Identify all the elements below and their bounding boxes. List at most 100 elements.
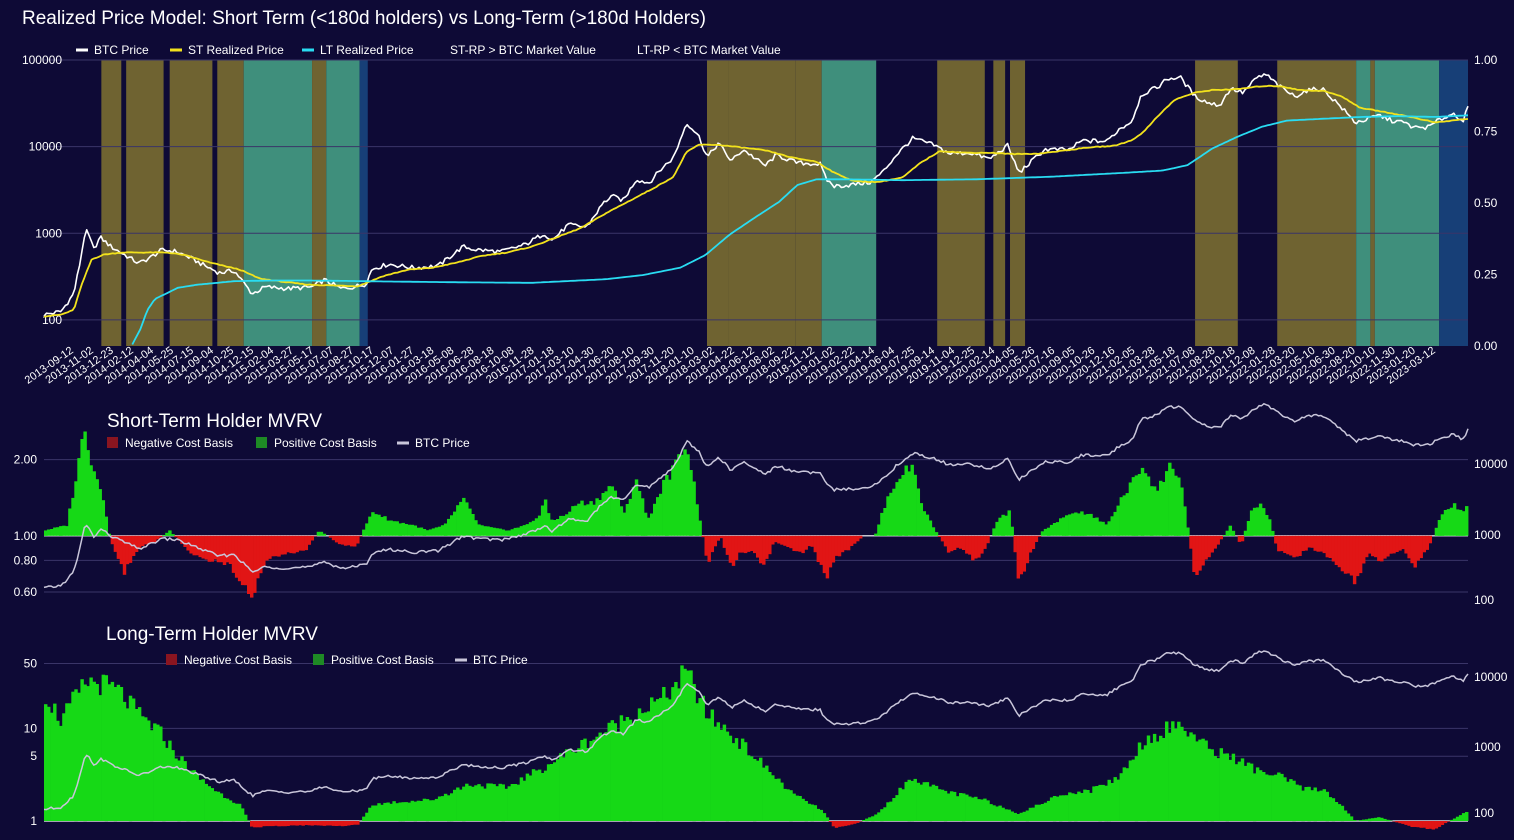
regime-band-dark-7: [359, 60, 368, 346]
st-mvrv-bar-269: [859, 535, 863, 539]
lt-mvrv-bar-427: [1337, 804, 1342, 821]
st-mvrv-bar-211: [683, 449, 687, 536]
st-mvrv-bar-227: [731, 535, 736, 566]
lt-mvrv-bar-62: [231, 802, 236, 822]
st-mvrv-bar-41: [168, 530, 172, 536]
st-mvrv-title: Short-Term Holder MVRV: [107, 411, 322, 432]
lt-mvrv-bar-258: [825, 817, 830, 821]
lt-mvrv-bar-79: [283, 821, 287, 827]
st-mvrv-bar-352: [1110, 516, 1114, 536]
st-mvrv-bar-9: [71, 497, 75, 536]
st-mvrv-bar-72: [262, 535, 266, 567]
st-mvrv-bar-425: [1331, 535, 1336, 562]
lt-mvrv-bar-351: [1107, 779, 1111, 822]
st-mvrv-y2-tick-2: 10000: [1474, 457, 1508, 471]
st-mvrv-bar-38: [159, 535, 163, 538]
st-mvrv-bar-388: [1219, 535, 1224, 540]
lt-mvrv-bar-158: [522, 780, 527, 821]
lt-mvrv-bar-276: [880, 809, 884, 822]
st-mvrv-bar-105: [362, 529, 366, 536]
st-mvrv-bar-202: [656, 497, 660, 536]
st-mvrv-bar-382: [1201, 535, 1205, 566]
lt-mvrv-bar-169: [556, 759, 560, 821]
lt-mvrv-bar-180: [589, 741, 593, 821]
st-mvrv-bar-101: [350, 535, 354, 547]
lt-mvrv-bar-455: [1422, 821, 1427, 828]
st-mvrv-bar-137: [459, 501, 463, 536]
lt-mvrv-bar-189: [616, 731, 621, 821]
main-series: [43, 73, 1469, 345]
st-mvrv-bar-249: [798, 535, 802, 552]
lt-mvrv-bar-70: [256, 821, 260, 828]
lt-mvrv-bar-127: [428, 800, 433, 821]
st-mvrv-bar-395: [1240, 535, 1245, 542]
lt-mvrv-bar-398: [1249, 763, 1254, 821]
st-mvrv-bar-346: [1092, 517, 1096, 536]
lt-mvrv-bar-446: [1395, 821, 1399, 823]
lt-mvrv-bar-347: [1095, 786, 1099, 821]
lt-mvrv-bar-418: [1310, 790, 1314, 821]
st-mvrv-bar-69: [253, 535, 257, 593]
st-mvrv-bar-0: [44, 530, 48, 536]
lt-mvrv-bar-342: [1080, 793, 1084, 821]
st-mvrv-y-tick-0: 0.60: [14, 585, 38, 599]
regime-band-st-10: [795, 60, 822, 346]
st-mvrv-bar-429: [1343, 535, 1348, 574]
st-mvrv-bar-111: [380, 517, 384, 536]
lt-mvrv-bar-304: [965, 794, 969, 821]
st-mvrv-bar-87: [307, 535, 312, 545]
lt-mvrv-bar-421: [1319, 790, 1323, 821]
lt-mvrv-bar-338: [1068, 792, 1072, 822]
lt-mvrv-bar-273: [871, 816, 875, 822]
lt-mvrv-bar-243: [780, 782, 784, 821]
st-mvrv-bar-406: [1274, 535, 1278, 544]
main-legend-label-0: BTC Price: [94, 43, 149, 57]
lt-mvrv-bar-35: [150, 730, 154, 822]
st-mvrv-bar-4: [56, 527, 60, 536]
st-mvrv-bar-237: [762, 535, 766, 565]
lt-mvrv-bar-344: [1086, 790, 1090, 821]
lt-mvrv-bar-336: [1062, 795, 1066, 821]
lt-mvrv-bar-244: [783, 788, 787, 821]
lt-mvrv-bar-348: [1098, 784, 1102, 822]
lt-mvrv-bar-37: [156, 724, 160, 821]
lt-mvrv-bar-267: [853, 821, 857, 824]
st-mvrv-bar-58: [219, 535, 224, 563]
lt-mvrv-bars: [44, 665, 1469, 830]
lt-mvrv-bar-231: [743, 742, 748, 821]
lt-mvrv-bar-196: [637, 708, 642, 821]
st-mvrv-bar-300: [952, 535, 957, 550]
st-mvrv-bar-418: [1310, 535, 1314, 548]
lt-mvrv-bar-236: [759, 757, 763, 821]
lt-mvrv-title: Long-Term Holder MVRV: [106, 624, 318, 645]
st-mvrv-bar-462: [1443, 510, 1448, 536]
lt-mvrv-bar-210: [680, 665, 684, 821]
st-mvrv-bar-362: [1140, 467, 1145, 536]
st-mvrv-bar-234: [753, 535, 757, 554]
st-mvrv-bar-328: [1037, 535, 1042, 537]
lt-mvrv-bar-450: [1407, 821, 1411, 826]
lt-mvrv-bar-54: [207, 786, 212, 821]
st-mvrv-bar-160: [528, 522, 533, 536]
st-mvrv-bar-267: [853, 535, 857, 544]
st-mvrv-bar-97: [337, 535, 342, 545]
regime-band-lt-11: [821, 60, 877, 346]
st-mvrv-bar-360: [1134, 475, 1139, 536]
st-mvrv-bar-444: [1389, 535, 1393, 554]
lt-mvrv-bar-396: [1243, 765, 1248, 821]
st-mvrv-bar-311: [986, 535, 990, 544]
lt-mvrv-legend-marker-1: [313, 654, 324, 665]
lt-mvrv-bar-152: [504, 788, 508, 821]
st-mvrv-bar-255: [816, 535, 821, 562]
lt-mvrv-bar-327: [1034, 804, 1039, 821]
lt-mvrv-bar-221: [713, 726, 718, 821]
lt-mvrv-bar-123: [416, 800, 421, 821]
st-mvrv-bar-118: [401, 522, 405, 536]
st-mvrv-bar-451: [1410, 535, 1414, 564]
st-mvrv-bar-284: [904, 465, 908, 536]
st-mvrv-bar-95: [331, 535, 336, 541]
lt-mvrv-bar-286: [910, 780, 914, 822]
st-mvrv-bar-116: [395, 521, 399, 536]
st-mvrv-bar-354: [1116, 505, 1120, 536]
